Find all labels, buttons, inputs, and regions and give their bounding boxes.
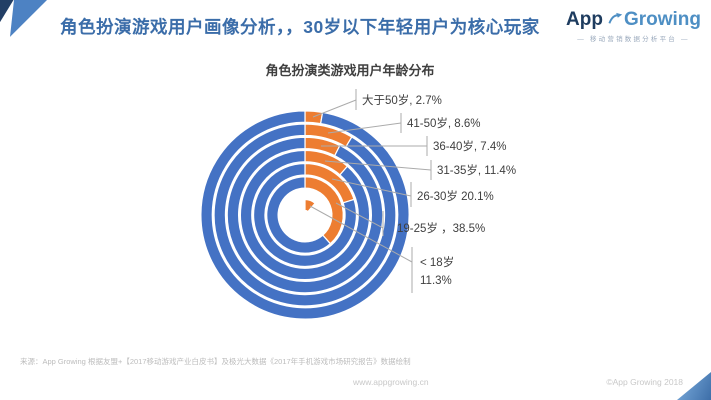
app-growing-logo: App Growing — 移动营销数据分析平台 — bbox=[566, 9, 701, 43]
leader-line bbox=[331, 178, 412, 197]
donut-segment-value bbox=[304, 198, 316, 213]
chart-label: 19-25岁 ，38.5% bbox=[397, 221, 485, 235]
chart-label: 26-30岁 20.1% bbox=[417, 189, 494, 203]
chart-label: 大于50岁, 2.7% bbox=[362, 93, 442, 107]
leader-line bbox=[312, 99, 357, 118]
donut-segment-value bbox=[304, 110, 324, 125]
logo-swoosh-icon bbox=[608, 12, 623, 24]
leader-line bbox=[327, 122, 402, 134]
chart-label: 36-40岁, 7.4% bbox=[433, 139, 507, 153]
chart-label: < 18岁 11.3% bbox=[420, 255, 454, 287]
logo-wordmark: App Growing bbox=[566, 9, 701, 31]
website-url: www.appgrowing.cn bbox=[353, 377, 429, 387]
chart-title: 角色扮演类游戏用户年龄分布 bbox=[265, 63, 435, 78]
logo-text-app: App bbox=[566, 9, 603, 30]
chart-label: 31-35岁, 11.4% bbox=[437, 163, 516, 177]
donut-segment-remainder bbox=[213, 123, 397, 307]
donut-segment-remainder bbox=[266, 176, 332, 254]
source-note: 来源：App Growing 根据友盟+【2017移动游戏产业白皮书】及极光大数… bbox=[20, 357, 411, 366]
chart-label: 41-50岁, 8.6% bbox=[407, 116, 481, 130]
leader-line bbox=[324, 160, 432, 171]
leader-line bbox=[335, 202, 384, 229]
leader-line bbox=[309, 205, 413, 263]
corner-ribbon-icon bbox=[0, 0, 52, 40]
logo-tagline: — 移动营销数据分析平台 — bbox=[577, 36, 690, 43]
donut-segment-remainder bbox=[239, 149, 371, 281]
donut-segment-remainder bbox=[200, 110, 410, 320]
donut-segment-remainder bbox=[252, 162, 358, 267]
page-title: 角色扮演游戏用户画像分析，，30岁以下年轻用户为核心玩家 bbox=[60, 17, 540, 37]
logo-text-growing: Growing bbox=[623, 9, 701, 30]
donut-segment-remainder bbox=[226, 136, 384, 294]
copyright-text: ©App Growing 2018 bbox=[606, 377, 683, 387]
